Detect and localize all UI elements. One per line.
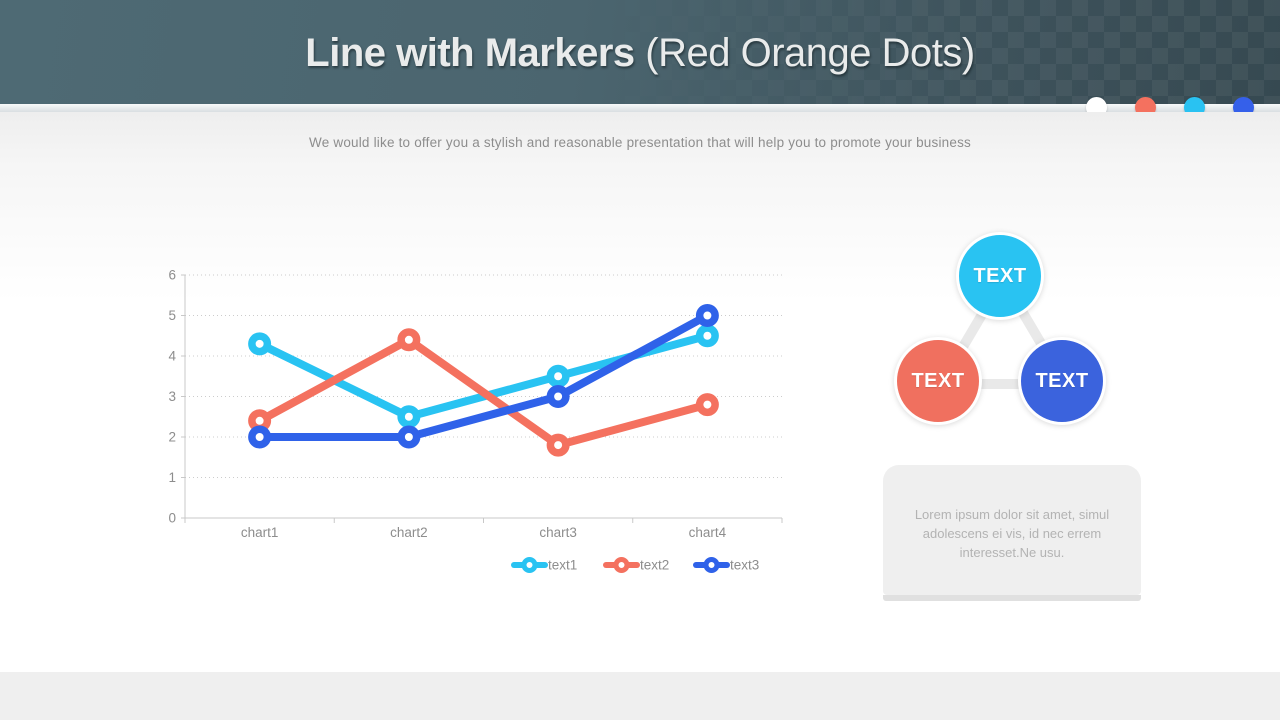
x-axis-label: chart2 [390,525,428,540]
page-title-regular: (Red Orange Dots) [634,31,975,75]
y-axis-label: 2 [168,430,176,445]
y-axis-label: 0 [168,511,176,526]
diagram-node: TEXT [1018,337,1106,425]
y-axis-label: 5 [168,308,176,323]
marker-text1 [248,332,272,356]
diagram-node: TEXT [894,337,982,425]
note-text: Lorem ipsum dolor sit amet, simul adoles… [914,506,1110,560]
page-title-bold: Line with Markers [305,31,635,75]
marker-text1 [546,364,570,388]
diagram-node-label: TEXT [973,264,1027,287]
y-axis-label: 6 [168,268,176,283]
slide-header: Line with Markers (Red Orange Dots) [0,0,1280,104]
series-line-text3 [255,311,712,441]
diagram-node-label: TEXT [1035,369,1089,392]
circle-triangle-diagram: TEXT TEXT TEXT [870,220,1140,440]
y-axis-label: 1 [168,470,176,485]
legend-label-text1: text1 [548,558,577,573]
page-title: Line with Markers (Red Orange Dots) [0,0,1280,104]
slide-footer-band [0,672,1280,720]
marker-text1 [397,405,421,429]
legend-label-text2: text2 [640,558,669,573]
y-axis-label: 4 [168,349,176,364]
diagram-node: TEXT [956,232,1044,320]
marker-text3 [248,425,272,449]
diagram-node-label: TEXT [911,369,965,392]
note-card: Lorem ipsum dolor sit amet, simul adoles… [883,465,1141,595]
marker-text3 [397,425,421,449]
y-axis-label: 3 [168,389,176,404]
header-checker-pattern [0,0,1280,104]
marker-text3 [695,304,719,327]
note-card-bottom-edge [883,595,1141,601]
marker-text1 [695,324,719,348]
x-axis-label: chart3 [539,525,577,540]
slide-subtitle: We would like to offer you a stylish and… [309,135,971,150]
header-divider-strip [0,104,1280,112]
marker-text2 [695,393,719,417]
line-chart: 0 1 2 3 4 5 6 chart1 chart2 chart3 chart4 text1 text… [168,268,783,573]
series-line-text2 [255,335,712,450]
marker-text2 [546,433,570,457]
marker-text3 [546,385,570,408]
x-axis-label: chart1 [241,525,279,540]
legend-marker-text2 [613,557,630,573]
legend-marker-text1 [521,557,538,573]
x-axis-label: chart4 [689,525,727,540]
marker-text2 [397,328,421,352]
legend-marker-text3 [703,557,720,573]
legend-label-text3: text3 [730,558,759,573]
